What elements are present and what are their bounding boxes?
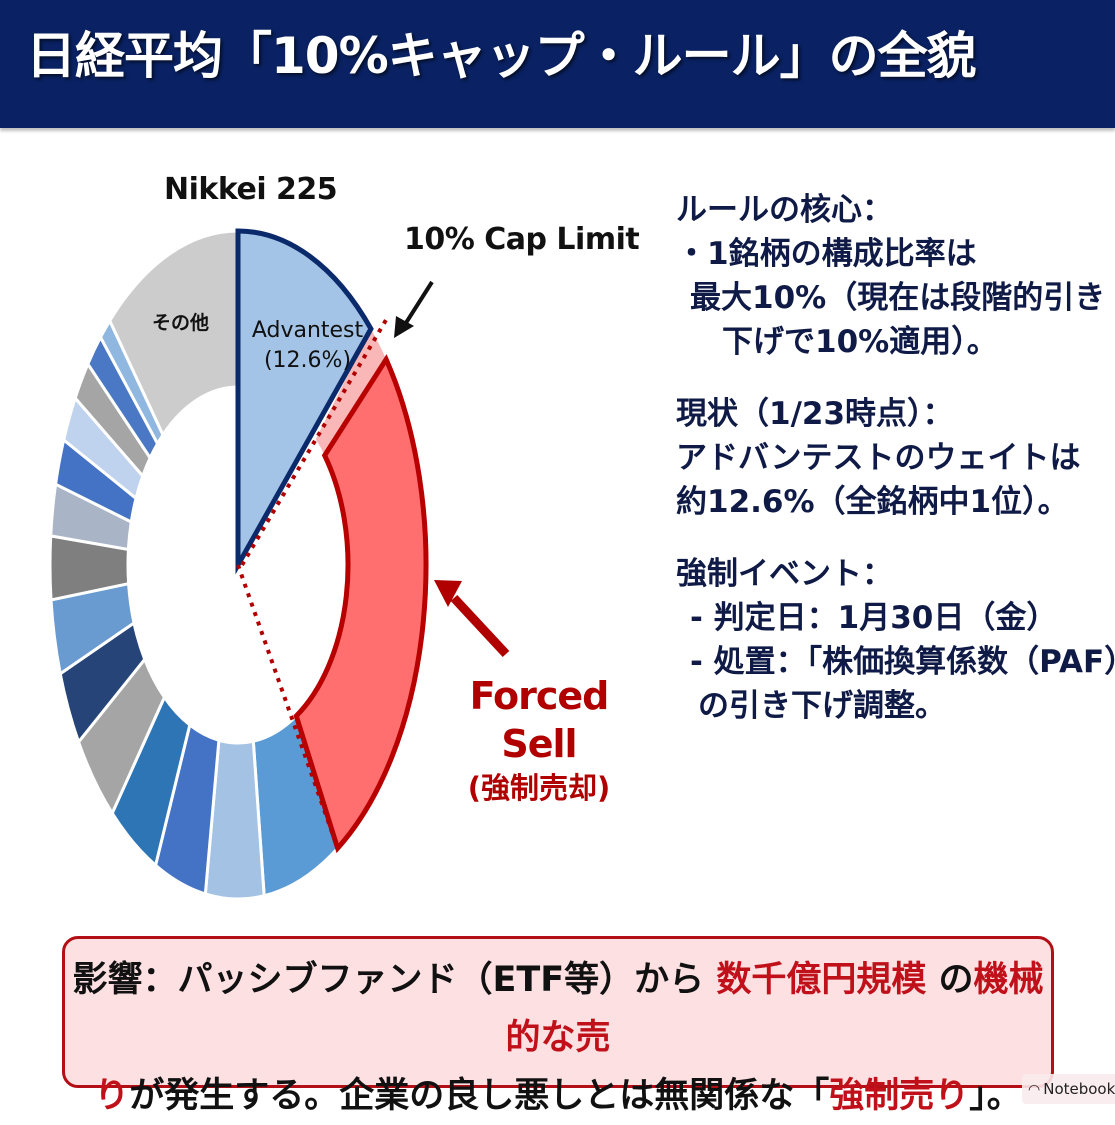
event-line: - 判定日：1月30日（金） [690, 600, 1058, 636]
excess-weight-band [315, 328, 387, 456]
impact-text-part: が発生する。企業の良し悪しとは無関係な「 [129, 1076, 830, 1116]
advantest-label: Advantest (12.6%) [240, 316, 375, 376]
donut-chart [48, 228, 510, 901]
status-line: アドバンテストのウェイトは [676, 440, 1081, 476]
notebooklm-icon: ◠ [1028, 1082, 1041, 1098]
status-section: 現状（1/23時点）： アドバンテストのウェイトは 約12.6%（全銘柄中1位）… [676, 392, 1106, 524]
watermark-label: NotebookLM [1043, 1080, 1115, 1098]
impact-highlight: 強制売り [829, 1076, 970, 1116]
others-slice-label: その他 [152, 312, 210, 334]
advantest-wedge [235, 228, 374, 575]
impact-text-part: の [938, 960, 974, 1000]
impact-text-part: 」。 [969, 1076, 1022, 1116]
impact-highlight: 機械的な売 [505, 960, 1044, 1058]
impact-callout: 影響：パッシブファンド（ETF等）から 数千億円規模 の機械的な売りが発生する。… [62, 936, 1054, 1116]
impact-highlight: 数千億円規模 [716, 960, 927, 1000]
forced-sell-arrow-head [434, 580, 462, 607]
forced-sell-end-dotted-line [236, 564, 340, 849]
page-title: 日経平均「10%キャップ・ルール」の全貌 [26, 27, 977, 85]
rule-core-section: ルールの核心： ・1銘柄の構成比率は 最大10%（現在は段階的引き 下げで10%… [676, 188, 1106, 364]
event-line: - 処置：「株価換算係数（PAF）」 [690, 644, 1115, 680]
rule-core-heading: ルールの核心： [676, 192, 893, 228]
advantest-name: Advantest [251, 318, 364, 343]
event-line: の引き下げ調整。 [698, 688, 946, 724]
event-heading: 強制イベント： [676, 556, 893, 592]
forced-sell-arrow-shaft [450, 594, 510, 658]
event-section: 強制イベント： - 判定日：1月30日（金） - 処置：「株価換算係数（PAF）… [676, 552, 1115, 728]
cap-limit-label: 10% Cap Limit [404, 222, 640, 257]
title-banner: 日経平均「10%キャップ・ルール」の全貌 [0, 0, 1115, 128]
cap-arrow-shaft [402, 280, 434, 328]
impact-text-part: 影響：パッシブファンド（ETF等）から [72, 960, 705, 1000]
forced-sell-jp: (強制売却) [467, 771, 611, 805]
cap-limit-dotted-line [240, 318, 388, 567]
explanation-panel: ルールの核心： ・1銘柄の構成比率は 最大10%（現在は段階的引き 下げで10%… [676, 188, 1115, 756]
cap-arrow-head [394, 316, 414, 338]
rule-core-line: 下げで10%適用）。 [722, 324, 998, 360]
rule-core-line: ・1銘柄の構成比率は [676, 236, 977, 272]
forced-sell-band [293, 354, 429, 854]
advantest-weight: (12.6%) [263, 348, 352, 373]
forced-sell-label: Forced Sell (強制売却) [444, 672, 634, 808]
notebooklm-watermark: ◠NotebookLM [1022, 1074, 1115, 1104]
status-line: 約12.6%（全銘柄中1位）。 [676, 484, 1069, 520]
status-heading: 現状（1/23時点）： [676, 396, 954, 432]
impact-highlight: り [94, 1076, 130, 1116]
impact-text: 影響：パッシブファンド（ETF等）から 数千億円規模 の機械的な売りが発生する。… [65, 951, 1051, 1125]
forced-sell-en: Forced Sell [469, 674, 610, 766]
rule-core-line: 最大10%（現在は段階的引き [690, 280, 1106, 316]
chart-title: Nikkei 225 [164, 172, 338, 207]
